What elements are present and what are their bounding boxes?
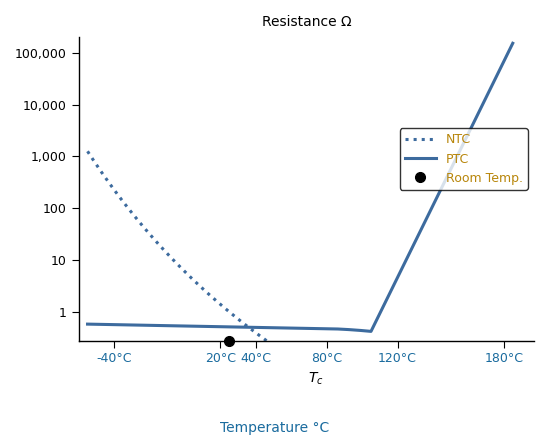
NTC bbox=[331, 382, 338, 387]
Line: NTC: NTC bbox=[87, 151, 415, 426]
PTC bbox=[256, 325, 263, 330]
NTC bbox=[303, 365, 310, 370]
Text: Temperature °C: Temperature °C bbox=[220, 421, 329, 435]
Line: PTC: PTC bbox=[87, 43, 513, 331]
PTC bbox=[84, 321, 91, 327]
NTC bbox=[142, 227, 149, 232]
PTC bbox=[272, 325, 278, 330]
NTC bbox=[169, 256, 175, 261]
PTC bbox=[128, 322, 135, 327]
PTC bbox=[509, 41, 516, 46]
Legend: NTC, PTC, Room Temp.: NTC, PTC, Room Temp. bbox=[400, 128, 528, 190]
PTC bbox=[424, 215, 430, 220]
PTC bbox=[377, 310, 383, 316]
NTC bbox=[277, 348, 284, 353]
Title: Resistance Ω: Resistance Ω bbox=[261, 15, 351, 29]
PTC bbox=[416, 230, 423, 235]
PTC bbox=[368, 329, 374, 334]
Text: $T_c$: $T_c$ bbox=[307, 371, 323, 387]
NTC bbox=[233, 315, 239, 320]
NTC bbox=[412, 423, 418, 429]
NTC bbox=[84, 149, 91, 154]
